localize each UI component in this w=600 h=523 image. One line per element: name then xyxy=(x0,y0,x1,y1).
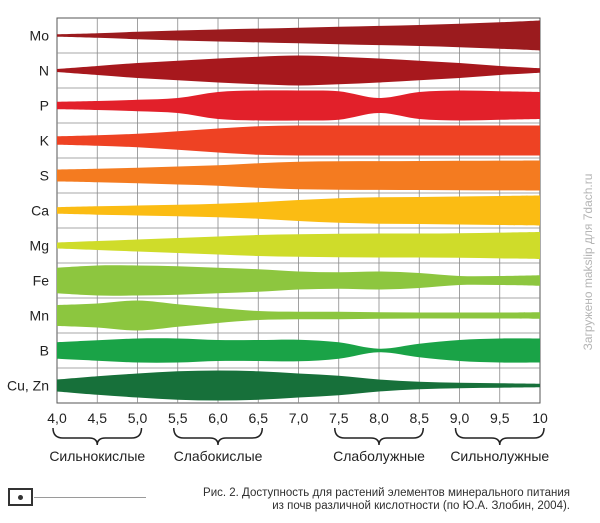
watermark-text: Загружено makslip для 7dach.ru xyxy=(581,173,595,350)
x-tick-label: 4,5 xyxy=(88,410,108,426)
row-label-p: P xyxy=(40,98,49,114)
range-label: Сильнолужные xyxy=(450,448,549,464)
range-brace xyxy=(454,427,545,446)
x-tick-label: 8,0 xyxy=(369,410,389,426)
figure-caption: Рис. 2. Доступность для растений элемент… xyxy=(118,487,570,513)
band-b xyxy=(57,338,540,363)
x-tick-label: 9,5 xyxy=(490,410,510,426)
divider xyxy=(34,497,146,498)
band-k xyxy=(57,125,540,156)
band-ca xyxy=(57,195,540,226)
band-s xyxy=(57,160,540,191)
range-brace xyxy=(52,427,143,446)
row-label-k: K xyxy=(40,133,50,149)
watermark: Загружено makslip для 7dach.ru xyxy=(580,0,596,523)
range-label: Сильнокислые xyxy=(49,448,145,464)
row-label-mo: Mo xyxy=(30,28,50,44)
row-label-mn: Mn xyxy=(30,308,49,324)
band-n xyxy=(57,55,540,86)
x-tick-label: 6,5 xyxy=(249,410,269,426)
row-label-mg: Mg xyxy=(30,238,49,254)
band-p xyxy=(57,90,540,121)
x-tick-label: 7,0 xyxy=(289,410,309,426)
row-label-ca: Ca xyxy=(31,203,49,219)
range-label: Слабокислые xyxy=(174,448,263,464)
band-mn xyxy=(57,300,540,331)
range-brace xyxy=(173,427,263,446)
x-tick-label: 4,0 xyxy=(47,410,67,426)
x-tick-label: 10 xyxy=(532,410,548,426)
range-label: Слаболужные xyxy=(333,448,425,464)
row-label-cu-zn: Cu, Zn xyxy=(7,378,49,394)
band-mg xyxy=(57,232,540,259)
band-mo xyxy=(57,20,540,51)
caption-line-2: из почв различной кислотности (по Ю.А. З… xyxy=(272,500,570,512)
x-tick-label: 8,5 xyxy=(410,410,430,426)
x-tick-label: 5,5 xyxy=(168,410,188,426)
row-label-b: B xyxy=(40,343,49,359)
row-label-s: S xyxy=(40,168,49,184)
x-tick-label: 9,0 xyxy=(450,410,470,426)
x-tick-label: 5,0 xyxy=(128,410,148,426)
caption-line-1: Рис. 2. Доступность для растений элемент… xyxy=(203,487,570,499)
row-label-fe: Fe xyxy=(33,273,50,289)
row-label-n: N xyxy=(39,63,49,79)
band-fe xyxy=(57,265,540,296)
logo-icon xyxy=(8,488,33,506)
x-tick-label: 6,0 xyxy=(208,410,228,426)
range-brace xyxy=(334,427,424,446)
x-tick-label: 7,5 xyxy=(329,410,349,426)
logo-dot xyxy=(18,495,23,500)
band-cu-zn xyxy=(57,370,540,401)
